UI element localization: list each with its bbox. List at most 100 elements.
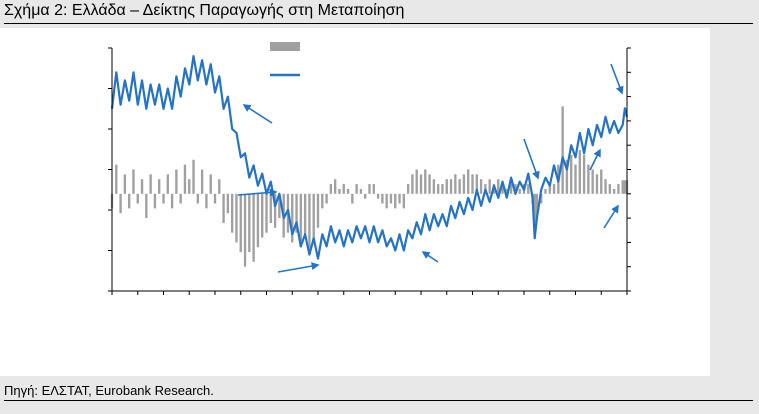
- bar-annual-change: [218, 179, 221, 194]
- bar-annual-change: [544, 188, 547, 194]
- bar-annual-change: [325, 193, 328, 204]
- bar-annual-change: [621, 180, 624, 194]
- bar-annual-change: [381, 193, 384, 204]
- bar-annual-change: [153, 193, 157, 209]
- bar-annual-change: [183, 164, 187, 194]
- bar-annual-change: [196, 193, 200, 204]
- bar-annual-change: [539, 193, 543, 204]
- bar-annual-change: [175, 169, 178, 194]
- bar-annual-change: [372, 184, 375, 194]
- bar-annual-change: [273, 193, 277, 228]
- chart-panel: [0, 28, 710, 376]
- bar-annual-change: [600, 169, 603, 194]
- arrow-pop2: [277, 262, 320, 273]
- bar-annual-change: [488, 179, 491, 194]
- bar-annual-change: [587, 164, 590, 194]
- bar-annual-change: [441, 184, 444, 194]
- bar-annual-change: [166, 174, 169, 194]
- bar-annual-change: [226, 193, 230, 214]
- arrow-pop1: [237, 188, 278, 197]
- arrow-controls: [421, 251, 439, 263]
- bar-annual-change: [368, 184, 371, 194]
- bar-annual-change: [608, 184, 612, 194]
- legend-bar-swatch: [270, 42, 300, 51]
- bar-annual-change: [406, 184, 410, 194]
- bar-annual-change: [329, 184, 333, 194]
- bar-annual-change: [424, 169, 427, 194]
- bar-annual-change: [595, 174, 599, 194]
- bar-annual-change: [394, 193, 397, 209]
- bar-annual-change: [449, 179, 453, 194]
- bar-annual-change: [565, 159, 569, 194]
- bar-annual-change: [527, 184, 530, 194]
- figure-title: Σχήμα 2: Ελλάδα – Δείκτης Παραγωγής στη …: [4, 2, 405, 19]
- bar-annual-change: [248, 193, 251, 253]
- arrow-pandemic: [523, 138, 540, 180]
- bar-annual-change: [415, 169, 418, 194]
- title-rule: [4, 23, 753, 24]
- bar-annual-change: [213, 193, 217, 204]
- bar-annual-change: [140, 179, 144, 194]
- bar-annual-change: [132, 169, 135, 194]
- bar-annual-change: [115, 164, 118, 194]
- bar-annual-change: [355, 184, 358, 194]
- bar-annual-change: [303, 193, 307, 238]
- bar-annual-change: [359, 188, 363, 194]
- bar-annual-change: [578, 150, 581, 194]
- bar-annual-change: [295, 193, 298, 233]
- bar-annual-change: [342, 184, 345, 194]
- bar-annual-change: [222, 193, 225, 223]
- arrow-peak: [610, 63, 624, 95]
- bar-annual-change: [385, 193, 388, 209]
- bar-annual-change: [518, 188, 521, 194]
- bar-annual-change: [398, 193, 401, 204]
- bar-annual-change: [158, 179, 161, 194]
- bar-annual-change: [411, 174, 414, 194]
- bar-annual-change: [535, 193, 539, 219]
- bar-annual-change: [617, 184, 620, 194]
- bar-annual-change: [454, 174, 457, 194]
- bar-annual-change: [312, 193, 315, 243]
- bar-annual-change: [570, 154, 573, 194]
- bar-annual-change: [127, 193, 131, 209]
- bar-annual-change: [252, 193, 255, 262]
- bar-annual-change: [333, 179, 337, 194]
- bar-annual-change: [552, 184, 556, 194]
- bar-annual-change: [509, 179, 513, 194]
- bar-annual-change: [623, 180, 627, 194]
- bar-annual-change: [209, 174, 212, 194]
- bar-annual-change: [291, 193, 294, 243]
- bar-annual-change: [200, 169, 204, 194]
- bar-annual-change: [346, 188, 350, 194]
- series-line-production-index: [110, 55, 629, 260]
- bar-annual-change: [548, 184, 551, 194]
- bar-annual-change: [170, 193, 174, 209]
- bar-annual-change: [445, 179, 448, 194]
- bar-annual-change: [458, 179, 461, 194]
- bar-annual-change: [561, 106, 564, 194]
- bar-annual-change: [432, 179, 436, 194]
- bar-annual-change: [497, 179, 500, 194]
- bar-annual-change: [162, 193, 165, 204]
- bar-annual-change: [338, 188, 341, 194]
- arrow-energy: [589, 148, 601, 171]
- bar-annual-change: [471, 174, 474, 194]
- arrow-latest-change: [603, 204, 619, 229]
- bar-annual-change: [505, 188, 509, 194]
- bar-annual-change: [533, 193, 536, 238]
- bar-annual-change: [235, 193, 238, 243]
- bar-annual-change: [475, 174, 478, 194]
- bar-annual-change: [419, 174, 423, 194]
- source-note: Πηγή: ΕΛΣΤΑΤ, Eurobank Research.: [4, 383, 214, 398]
- bar-annual-change: [239, 193, 242, 253]
- bar-annual-change: [514, 184, 517, 194]
- bar-annual-change: [428, 174, 431, 194]
- bar-annual-change: [179, 193, 182, 204]
- bar-annual-change: [402, 193, 406, 209]
- bar-annual-change: [321, 193, 324, 209]
- bar-annual-change: [243, 193, 247, 267]
- bar-annual-change: [574, 164, 577, 194]
- bar-annual-change: [269, 193, 272, 223]
- chart-svg: [108, 42, 631, 295]
